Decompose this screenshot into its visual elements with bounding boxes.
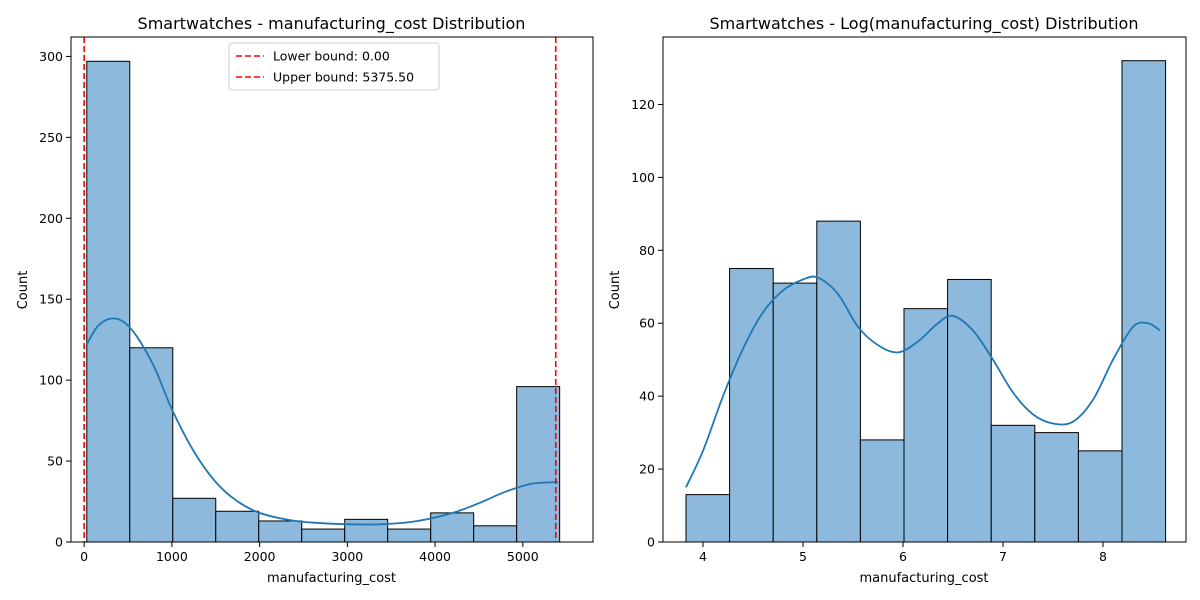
y-tick-label: 100 <box>631 170 655 185</box>
y-tick-label: 50 <box>47 454 63 469</box>
y-axis-label: Count <box>16 271 31 310</box>
y-tick-label: 200 <box>39 211 63 226</box>
x-tick-label: 4000 <box>419 549 451 564</box>
y-tick-label: 80 <box>639 243 655 258</box>
chart-title: Smartwatches - manufacturing_cost Distri… <box>138 14 526 34</box>
histogram-bar <box>685 494 731 543</box>
x-tick-label: 3000 <box>331 549 363 564</box>
x-tick-label: 7 <box>999 549 1007 564</box>
legend-label-lower-bound: Lower bound: 0.00 <box>273 49 390 64</box>
legend-label-upper-bound: Upper bound: 5375.50 <box>273 70 414 85</box>
x-axis-label: manufacturing_cost <box>859 571 988 586</box>
histogram-bar <box>947 278 992 543</box>
axes <box>662 36 1187 543</box>
histogram-bar <box>344 518 389 543</box>
bar-group <box>86 60 561 543</box>
kde-curve <box>86 317 558 526</box>
y-axis-label: Count <box>608 271 623 310</box>
tick-group: 0 1000 2000 3000 4000 5000 0 50 100 150 200 250 300 <box>39 49 539 564</box>
histogram-bar <box>1077 450 1123 543</box>
y-tick-label: 120 <box>631 97 655 112</box>
y-tick-label: 40 <box>639 389 655 404</box>
histogram-bar <box>86 60 131 543</box>
y-tick-label: 0 <box>55 535 63 550</box>
x-tick-label: 6 <box>899 549 907 564</box>
legend: Lower bound: 0.00 Upper bound: 5375.50 <box>228 42 440 91</box>
histogram-bar <box>215 510 260 543</box>
legend-box <box>228 42 440 91</box>
histogram-log-manufacturing-cost: Smartwatches - Log(manufacturing_cost) D… <box>608 14 1187 586</box>
y-tick-label: 250 <box>39 130 63 145</box>
histogram-bar <box>903 308 949 543</box>
y-tick-label: 0 <box>647 535 655 550</box>
axes <box>70 36 594 543</box>
plot-frame <box>70 36 594 543</box>
y-tick-label: 100 <box>39 373 63 388</box>
y-tick-label: 60 <box>639 316 655 331</box>
y-tick-label: 150 <box>39 292 63 307</box>
y-tick-label: 300 <box>39 49 63 64</box>
y-tick-label: 20 <box>639 462 655 477</box>
histogram-bar <box>301 528 346 543</box>
x-tick-label: 5 <box>799 549 807 564</box>
x-tick-label: 2000 <box>244 549 276 564</box>
kde-curve <box>685 275 1161 488</box>
histogram-bar <box>816 220 861 543</box>
histogram-bar <box>387 528 432 543</box>
histogram-bar <box>516 386 561 543</box>
kde-curve-group <box>86 317 558 526</box>
chart-title: Smartwatches - Log(manufacturing_cost) D… <box>710 14 1139 34</box>
histogram-bar <box>990 424 1036 543</box>
x-tick-label: 4 <box>699 549 707 564</box>
x-axis-label: manufacturing_cost <box>267 571 396 586</box>
reference-line-group <box>83 37 557 542</box>
plot-frame <box>662 36 1187 543</box>
x-tick-label: 5000 <box>507 549 539 564</box>
x-tick-label: 8 <box>1099 549 1107 564</box>
histogram-bar <box>729 268 774 543</box>
histogram-bar <box>859 439 905 543</box>
histogram-bar <box>258 520 303 543</box>
histogram-bar <box>772 282 818 543</box>
x-tick-label: 0 <box>80 549 88 564</box>
histogram-bar <box>172 497 217 543</box>
histogram-bar <box>1121 60 1167 543</box>
kde-curve-group <box>685 275 1161 488</box>
histogram-manufacturing-cost: Smartwatches - manufacturing_cost Distri… <box>16 14 594 586</box>
histogram-bar <box>129 347 174 543</box>
histogram-bar <box>1034 432 1079 543</box>
histogram-bar <box>473 525 518 543</box>
x-tick-label: 1000 <box>156 549 188 564</box>
